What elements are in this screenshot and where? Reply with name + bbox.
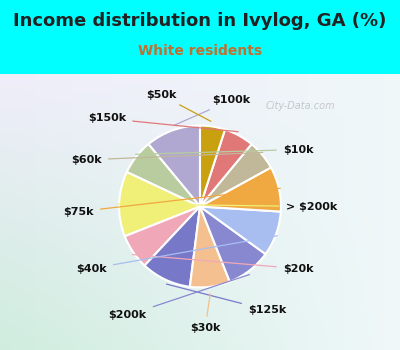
Text: $60k: $60k [71,153,263,165]
Text: $125k: $125k [166,284,286,315]
Wedge shape [200,168,281,212]
Wedge shape [190,206,230,287]
Wedge shape [200,206,266,282]
Text: Income distribution in Ivylog, GA (%): Income distribution in Ivylog, GA (%) [13,12,387,30]
Wedge shape [200,126,225,206]
Wedge shape [200,206,281,254]
Text: City-Data.com: City-Data.com [265,101,335,111]
Wedge shape [144,206,200,287]
Wedge shape [200,130,252,206]
Text: > $200k: > $200k [118,202,337,211]
Text: White residents: White residents [138,44,262,58]
Wedge shape [148,126,200,206]
Wedge shape [125,206,200,266]
Text: $10k: $10k [136,145,314,154]
Text: $150k: $150k [88,113,238,132]
Wedge shape [119,172,200,236]
Text: $200k: $200k [108,274,250,320]
Wedge shape [127,144,200,206]
Text: $50k: $50k [146,90,211,121]
Text: $30k: $30k [190,294,220,333]
Text: $75k: $75k [63,188,280,217]
Text: $100k: $100k [174,95,250,125]
Wedge shape [200,144,271,206]
Text: $20k: $20k [132,254,314,274]
Text: $40k: $40k [76,236,277,274]
